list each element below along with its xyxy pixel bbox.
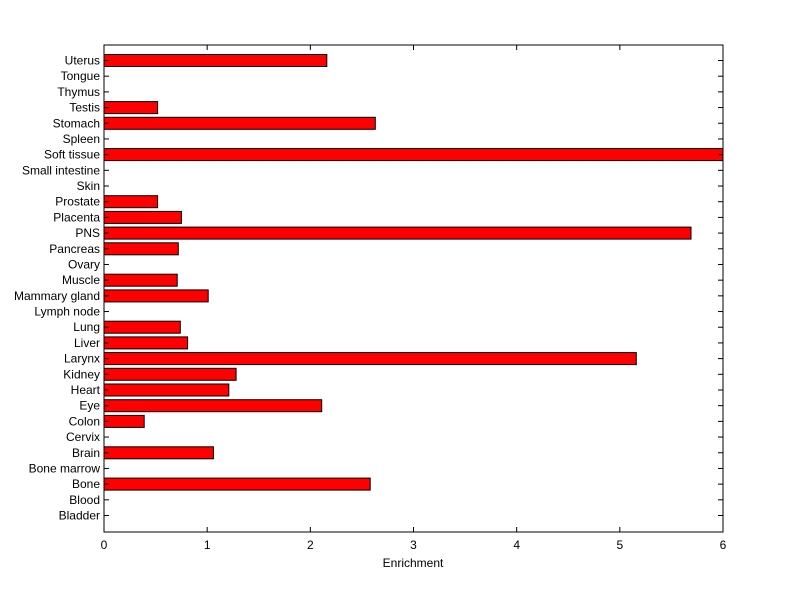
y-tick-label-bone-marrow: Bone marrow — [29, 461, 101, 475]
bar-stomach — [103, 116, 376, 130]
x-tick-label: 0 — [101, 538, 108, 552]
y-tick-label-thymus: Thymus — [57, 85, 100, 99]
y-tick-label-kidney: Kidney — [63, 367, 100, 381]
y-tick-label-colon: Colon — [69, 414, 100, 428]
y-tick-label-bone: Bone — [72, 477, 100, 491]
y-tick-label-blood: Blood — [69, 493, 100, 507]
x-tick-label: 5 — [616, 538, 623, 552]
y-tick-label-lung: Lung — [73, 320, 100, 334]
x-tick-label: 4 — [513, 538, 520, 552]
y-tick-label-skin: Skin — [77, 179, 100, 193]
y-tick-label-liver: Liver — [74, 336, 100, 350]
bar-brain — [103, 446, 214, 460]
y-tick-label-small-intestine: Small intestine — [22, 163, 100, 177]
bar-placenta — [103, 210, 182, 224]
y-tick-label-uterus: Uterus — [65, 54, 100, 68]
bar-liver — [103, 336, 189, 350]
y-tick-label-heart: Heart — [71, 383, 101, 397]
bar-soft-tissue — [103, 148, 724, 162]
bar-mammary-gland — [103, 289, 209, 303]
y-tick-label-larynx: Larynx — [64, 352, 100, 366]
y-tick-label-eye: Eye — [79, 399, 100, 413]
y-tick-label-soft-tissue: Soft tissue — [44, 148, 100, 162]
y-tick-label-placenta: Placenta — [53, 210, 100, 224]
bar-bone — [103, 477, 371, 491]
x-tick-label: 3 — [410, 538, 417, 552]
bar-kidney — [103, 367, 237, 381]
bar-pns — [103, 226, 692, 240]
bar-larynx — [103, 352, 637, 366]
y-tick-label-brain: Brain — [72, 446, 100, 460]
y-tick-label-lymph-node: Lymph node — [34, 305, 100, 319]
y-tick-label-tongue: Tongue — [61, 69, 101, 83]
bar-muscle — [103, 273, 178, 287]
y-tick-label-bladder: Bladder — [59, 509, 100, 523]
y-tick-label-stomach: Stomach — [53, 116, 100, 130]
bar-testis — [103, 101, 159, 115]
y-tick-label-pancreas: Pancreas — [49, 242, 100, 256]
y-tick-label-spleen: Spleen — [63, 132, 100, 146]
y-tick-label-prostate: Prostate — [55, 195, 100, 209]
y-tick-label-pns: PNS — [75, 226, 100, 240]
bar-pancreas — [103, 242, 179, 256]
y-tick-label-muscle: Muscle — [62, 273, 100, 287]
bar-colon — [103, 414, 145, 428]
x-tick-label: 1 — [204, 538, 211, 552]
y-tick-label-mammary-gland: Mammary gland — [14, 289, 100, 303]
plot-frame — [103, 44, 724, 533]
y-tick-label-cervix: Cervix — [66, 430, 100, 444]
bar-prostate — [103, 195, 159, 209]
y-tick-label-ovary: Ovary — [68, 257, 100, 271]
x-tick-label: 2 — [307, 538, 314, 552]
bar-uterus — [103, 54, 328, 67]
y-tick-label-testis: Testis — [69, 101, 100, 115]
bar-heart — [103, 383, 230, 397]
x-axis-label: Enrichment — [383, 556, 444, 570]
bar-lung — [103, 320, 181, 334]
x-tick-label: 6 — [720, 538, 727, 552]
bar-eye — [103, 399, 323, 413]
